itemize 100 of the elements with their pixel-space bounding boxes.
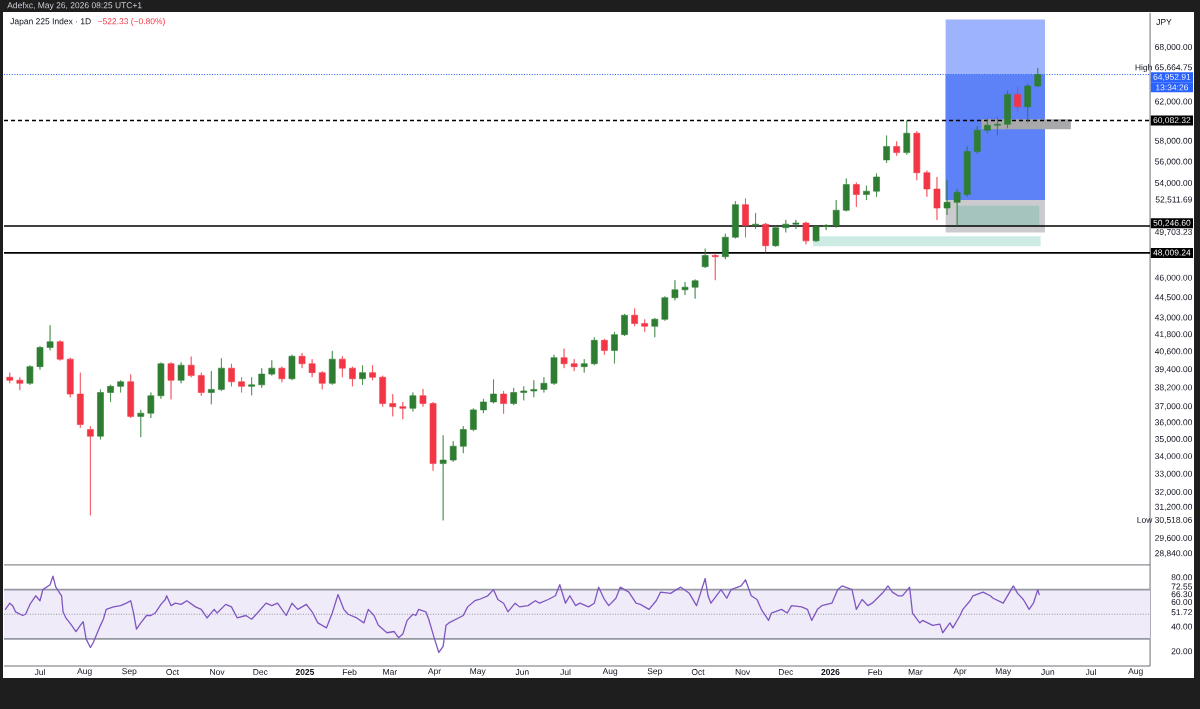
candlestick (933, 176, 941, 221)
x-tick-label: Jun (1041, 669, 1055, 675)
candlestick (449, 440, 457, 463)
candlestick (117, 379, 124, 393)
candlestick (359, 364, 366, 386)
candlestick (1034, 67, 1042, 88)
candlestick (318, 370, 326, 390)
y-tick-label: 32,000.00 (1155, 488, 1193, 496)
x-tick-label: Mar (383, 669, 397, 675)
candlestick (752, 212, 759, 230)
candlestick (631, 308, 638, 327)
x-tick-label: May (470, 668, 486, 676)
x-tick-label: May (995, 668, 1012, 676)
candlestick (248, 376, 255, 396)
y-tick-label: 80.00 (1171, 574, 1193, 581)
candlestick (278, 366, 286, 383)
candlestick (137, 409, 145, 438)
y-tick-label: 36,000.00 (1155, 419, 1193, 427)
candlestick (520, 386, 528, 401)
candlestick (802, 221, 810, 245)
y-tick-label: 46,000.00 (1154, 274, 1193, 282)
y-tick-label: 31,200.00 (1155, 503, 1193, 511)
candlestick (46, 324, 54, 351)
x-tick-label: Sep (122, 668, 137, 676)
candlestick (963, 146, 971, 198)
candlestick (873, 173, 880, 198)
candlestick (943, 179, 951, 216)
candlestick (157, 362, 165, 400)
candlestick (893, 141, 900, 157)
candlestick (268, 359, 276, 376)
candlestick (298, 352, 306, 369)
candlestick (994, 117, 1001, 136)
y-axis-title: JPY (1156, 19, 1172, 25)
candlestick (197, 372, 205, 397)
candlestick (56, 340, 64, 361)
candlestick (701, 248, 709, 269)
candlestick (661, 296, 669, 322)
candlestick (923, 170, 931, 198)
candlestick (580, 358, 588, 373)
candlestick (208, 370, 215, 405)
candlestick (812, 225, 820, 243)
x-tick-label: Sep (647, 668, 662, 676)
candlestick (953, 188, 961, 226)
candlestick (842, 178, 850, 212)
candlestick (36, 345, 44, 370)
x-tick-label: Apr (427, 668, 441, 676)
x-tick-label: Jul (34, 668, 45, 676)
y-tick-label: 20.00 (1171, 648, 1193, 655)
candlestick (147, 392, 155, 419)
candlestick (490, 379, 497, 404)
y-tick-label: 28,840.00 (1155, 550, 1193, 558)
candlestick (792, 219, 800, 230)
candlestick (863, 185, 870, 201)
y-tick-label: 40.00 (1171, 623, 1193, 630)
candlestick (16, 376, 24, 391)
candlestick (480, 398, 487, 414)
y-tick-label: Low 30,518.06 (1137, 516, 1192, 524)
candlestick (459, 425, 467, 454)
text: Adefxc, May 26, 2026 08:25 UTC+1 (7, 2, 142, 10)
y-tick-label: 41,800.00 (1154, 331, 1193, 339)
candlestick (127, 374, 135, 419)
x-tick-label: Aug (602, 668, 618, 676)
ref-line-label: 60,082.32 (1153, 117, 1191, 125)
x-tick-label: Dec (253, 669, 268, 675)
text: −522.33 (−0.80%) (97, 18, 165, 26)
candlestick (772, 225, 780, 248)
candlestick (903, 120, 911, 155)
ref-line-label: 50,246.60 (1153, 219, 1191, 227)
candlestick (369, 364, 376, 381)
candlestick (691, 279, 699, 299)
candlestick (97, 389, 104, 440)
y-tick-label: 39,400.00 (1155, 366, 1193, 374)
candlestick (540, 376, 548, 393)
y-tick-label: High 65,664.75 (1135, 64, 1192, 72)
candlestick (782, 219, 790, 233)
x-tick-label: Jul (560, 668, 571, 676)
y-tick-label: 60.00 (1171, 598, 1193, 605)
candlestick (107, 384, 114, 403)
candlestick (530, 379, 538, 398)
candlestick (611, 331, 618, 364)
candlestick (379, 375, 386, 407)
candlestick (26, 364, 34, 386)
y-tick-label: 62,000.00 (1155, 98, 1193, 106)
y-tick-label: 34,000.00 (1155, 453, 1193, 461)
y-tick-label: 58,000.00 (1155, 137, 1193, 145)
candlestick (419, 388, 427, 407)
candlestick (429, 401, 437, 471)
candlestick (560, 348, 568, 369)
y-tick-label: 51.72 (1171, 609, 1192, 616)
x-tick-label: Jun (515, 669, 529, 675)
x-tick-label: 2025 (295, 669, 315, 675)
candlestick (399, 401, 407, 420)
candlestick (1014, 86, 1021, 112)
candlestick (711, 252, 719, 281)
x-tick-label: Aug (77, 668, 92, 676)
candlestick (258, 367, 266, 389)
y-tick-label: 44,500.00 (1154, 294, 1193, 302)
candlestick (570, 358, 578, 372)
x-tick-label: Nov (735, 669, 751, 675)
candlestick (500, 390, 507, 415)
